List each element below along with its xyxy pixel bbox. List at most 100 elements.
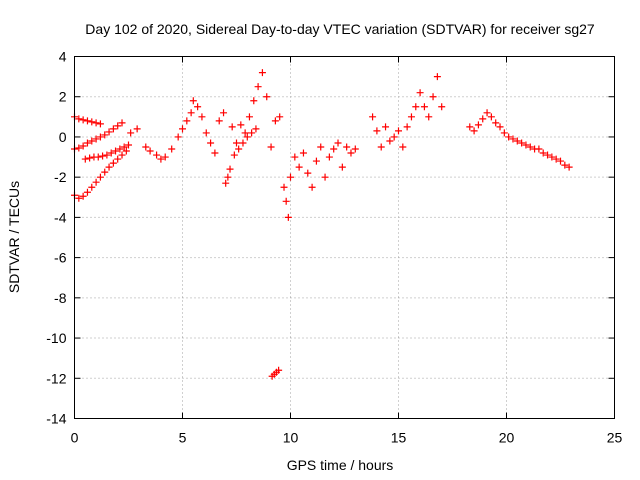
series-arc2: [71, 119, 126, 153]
data-point: [299, 149, 307, 157]
data-point: [291, 153, 299, 161]
data-point: [548, 153, 556, 161]
data-point: [284, 213, 292, 221]
data-point: [399, 143, 407, 151]
data-point: [429, 93, 437, 101]
data-point: [107, 149, 115, 157]
data-point: [466, 123, 474, 131]
data-point: [94, 153, 102, 161]
data-point: [420, 103, 428, 111]
y-tick-label: -10: [46, 330, 66, 346]
data-point: [276, 113, 284, 121]
data-point: [146, 147, 154, 155]
x-axis-label: GPS time / hours: [287, 457, 394, 473]
data-point: [254, 83, 262, 91]
x-tick-label: 0: [71, 430, 79, 446]
data-point: [157, 155, 165, 163]
data-point: [390, 133, 398, 141]
data-point: [103, 151, 111, 159]
data-point: [382, 123, 390, 131]
data-point: [386, 137, 394, 145]
data-point: [96, 120, 104, 128]
data-point: [275, 366, 283, 374]
data-point: [153, 151, 161, 159]
series-arc9: [280, 139, 359, 221]
data-point: [483, 109, 491, 117]
data-point: [92, 119, 100, 127]
data-point: [496, 123, 504, 131]
y-tick-label: -14: [46, 411, 66, 427]
data-point: [75, 144, 83, 152]
data-point: [552, 155, 560, 163]
y-tick-label: 0: [59, 129, 67, 145]
data-point: [187, 109, 195, 117]
series-arc6: [189, 69, 284, 181]
data-point: [287, 173, 294, 181]
data-point: [407, 113, 415, 121]
data-point: [522, 141, 530, 149]
x-tick-label: 5: [179, 430, 187, 446]
data-point: [228, 123, 236, 131]
data-point: [224, 173, 232, 181]
data-point: [561, 161, 569, 169]
data-point: [230, 151, 238, 159]
series-arc10: [369, 73, 446, 151]
data-point: [109, 159, 117, 167]
data-point: [233, 139, 240, 147]
data-point: [526, 143, 534, 151]
data-point: [235, 145, 243, 153]
data-point: [226, 165, 234, 173]
data-point: [75, 115, 83, 123]
data-point: [403, 123, 411, 131]
data-point: [250, 97, 258, 105]
data-point: [75, 194, 83, 202]
data-point: [189, 97, 197, 105]
data-point: [118, 119, 126, 127]
data-point: [83, 139, 91, 147]
series-arc1: [71, 113, 104, 128]
data-point: [211, 149, 219, 157]
data-point: [433, 73, 441, 81]
grid: [74, 56, 615, 419]
x-tick-label: 15: [391, 430, 407, 446]
data-point: [79, 192, 87, 200]
data-point: [412, 103, 420, 111]
data-point: [557, 157, 564, 165]
data-point: [513, 137, 521, 145]
y-tick-label: -4: [54, 209, 67, 225]
data-point: [96, 173, 104, 181]
data-point: [127, 129, 135, 137]
data-point: [373, 127, 381, 135]
data-point: [114, 155, 122, 163]
data-point: [202, 129, 210, 137]
axis-ticks: [74, 56, 615, 419]
data-point: [120, 143, 128, 151]
data-point: [565, 163, 573, 171]
x-tick-label: 20: [499, 430, 515, 446]
y-tick-label: 4: [59, 49, 67, 65]
data-point: [308, 183, 316, 191]
data-point: [222, 179, 230, 187]
data-point: [263, 93, 271, 101]
data-point: [81, 155, 89, 163]
data-point: [109, 125, 117, 133]
data-point: [474, 121, 482, 129]
series-arc4: [71, 147, 130, 202]
data-point: [174, 133, 182, 141]
data-points: [71, 69, 573, 380]
data-point: [122, 147, 130, 155]
data-point: [116, 145, 124, 153]
data-point: [101, 168, 109, 176]
data-point: [518, 139, 526, 147]
data-point: [83, 188, 91, 196]
data-point: [312, 157, 320, 165]
data-point: [243, 133, 251, 141]
data-point: [267, 143, 275, 151]
data-point: [118, 151, 126, 159]
data-point: [330, 145, 338, 153]
data-point: [168, 145, 176, 153]
data-point: [347, 149, 355, 157]
data-point: [282, 197, 290, 205]
